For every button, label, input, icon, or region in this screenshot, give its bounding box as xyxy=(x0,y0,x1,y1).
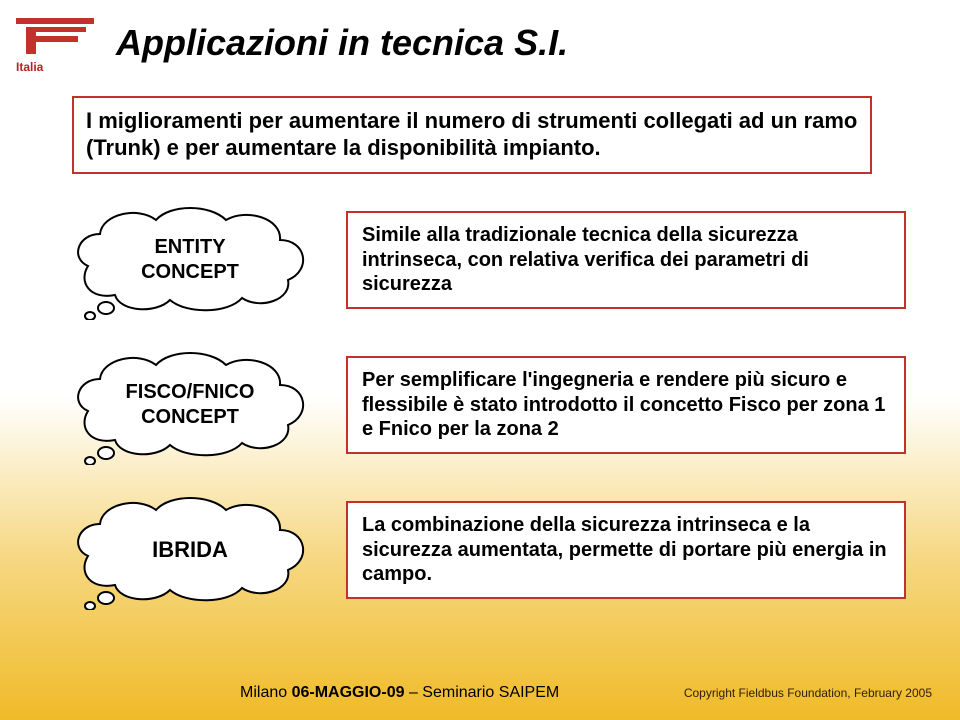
cloud-entity: ENTITY CONCEPT xyxy=(60,200,320,320)
cloud-line: IBRIDA xyxy=(152,536,228,564)
desc-box: Per semplificare l'ingegneria e rendere … xyxy=(346,356,906,453)
concept-row: IBRIDA La combinazione della sicurezza i… xyxy=(60,490,920,610)
cloud-text: ENTITY CONCEPT xyxy=(60,200,320,320)
footer-suffix: – Seminario SAIPEM xyxy=(405,684,560,701)
cloud-line: CONCEPT xyxy=(141,405,239,430)
slide-root: Italia Applicazioni in tecnica S.I. I mi… xyxy=(0,0,960,720)
footer-date: 06-MAGGIO-09 xyxy=(292,684,405,701)
intro-box: I miglioramenti per aumentare il numero … xyxy=(72,96,872,174)
desc-box: La combinazione della sicurezza intrinse… xyxy=(346,501,906,598)
cloud-text: FISCO/FNICO CONCEPT xyxy=(60,345,320,465)
logo-label: Italia xyxy=(16,60,94,74)
logo-icon xyxy=(16,18,94,58)
concept-row: FISCO/FNICO CONCEPT Per semplificare l'i… xyxy=(60,345,920,465)
footer-prefix: Milano xyxy=(240,684,292,701)
cloud-line: CONCEPT xyxy=(141,260,239,285)
desc-box: Simile alla tradizionale tecnica della s… xyxy=(346,211,906,308)
cloud-text: IBRIDA xyxy=(60,490,320,610)
logo-block: Italia xyxy=(16,18,94,74)
footer-copyright: Copyright Fieldbus Foundation, February … xyxy=(684,686,932,700)
concept-row: ENTITY CONCEPT Simile alla tradizionale … xyxy=(60,200,920,320)
cloud-ibrida: IBRIDA xyxy=(60,490,320,610)
footer-left: Milano 06-MAGGIO-09 – Seminario SAIPEM xyxy=(240,684,559,702)
cloud-line: ENTITY xyxy=(154,235,225,260)
cloud-line: FISCO/FNICO xyxy=(126,380,255,405)
cloud-fisco: FISCO/FNICO CONCEPT xyxy=(60,345,320,465)
page-title: Applicazioni in tecnica S.I. xyxy=(116,22,568,64)
